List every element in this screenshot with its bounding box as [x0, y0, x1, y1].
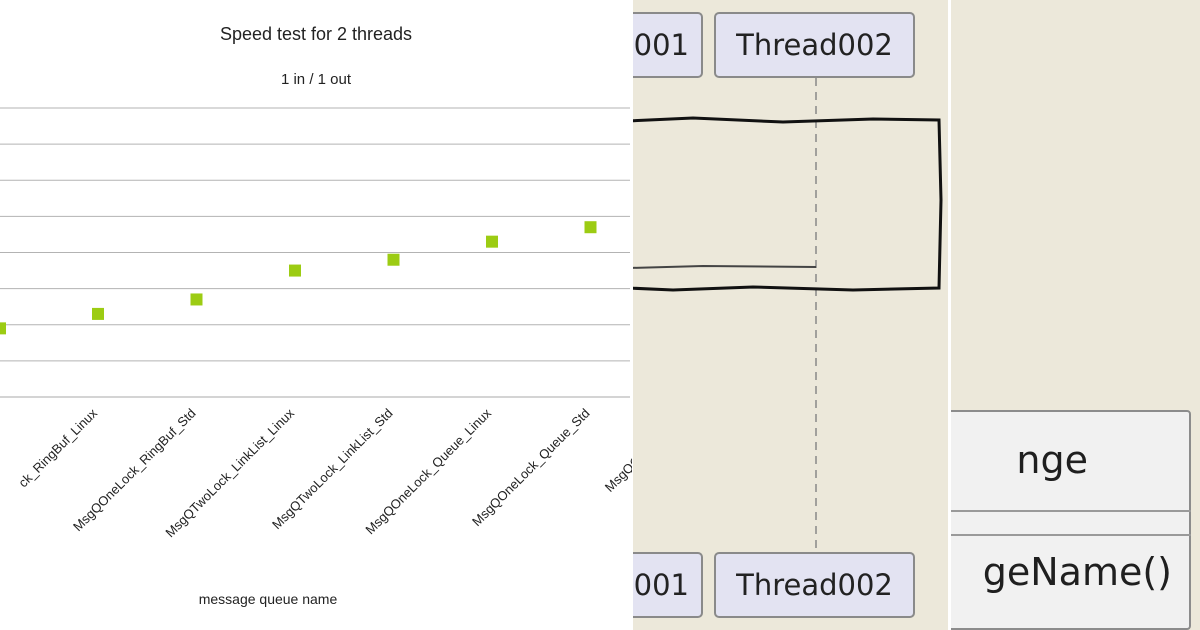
data-point [486, 235, 498, 248]
x-tick-label: MsgQOneLock_Queue_Std [469, 406, 593, 530]
sequence-diagram-panel: 001 Thread002 001 Thread002 [633, 0, 948, 630]
class-separator [951, 510, 1191, 512]
data-point [190, 293, 203, 306]
class-box[interactable] [951, 410, 1191, 630]
actor-left-bottom[interactable]: 001 [633, 552, 703, 618]
chart-subtitle: 1 in / 1 out [280, 71, 352, 88]
class-separator [951, 534, 1191, 536]
class-diagram-panel: nge geName() [951, 0, 1200, 630]
activation-frame [633, 116, 943, 292]
actor-thread002-top[interactable]: Thread002 [714, 12, 915, 78]
actor-thread002-bottom-label: Thread002 [736, 568, 893, 602]
actor-thread002-bottom[interactable]: Thread002 [714, 552, 915, 618]
chart-panel: Speed test for 2 threads 1 in / 1 out ck… [0, 0, 632, 630]
panel-divider [948, 0, 951, 630]
message-arrow-line [633, 264, 817, 269]
actor-left-bottom-label: 001 [633, 568, 689, 602]
actor-left-top[interactable]: 001 [633, 12, 703, 78]
chart-plot: ck_RingBuf_LinuxMsgQOneLock_RingBuf_StdM… [0, 107, 632, 540]
data-point [584, 221, 597, 234]
class-name: nge [1016, 438, 1088, 482]
x-tick-label: MsgQOneLock_Lin [602, 406, 632, 495]
data-point [0, 322, 6, 335]
sequence-diagram-drawing [633, 78, 943, 552]
actor-thread002-top-label: Thread002 [736, 28, 893, 62]
data-point [289, 264, 301, 277]
chart-title: Speed test for 2 threads [219, 24, 413, 44]
data-point [92, 307, 104, 320]
class-method: geName() [982, 550, 1172, 594]
x-axis-label: message queue name [198, 591, 338, 607]
x-tick-label: ck_RingBuf_Linux [15, 405, 100, 490]
actor-left-top-label: 001 [633, 28, 689, 62]
data-point [387, 253, 400, 266]
